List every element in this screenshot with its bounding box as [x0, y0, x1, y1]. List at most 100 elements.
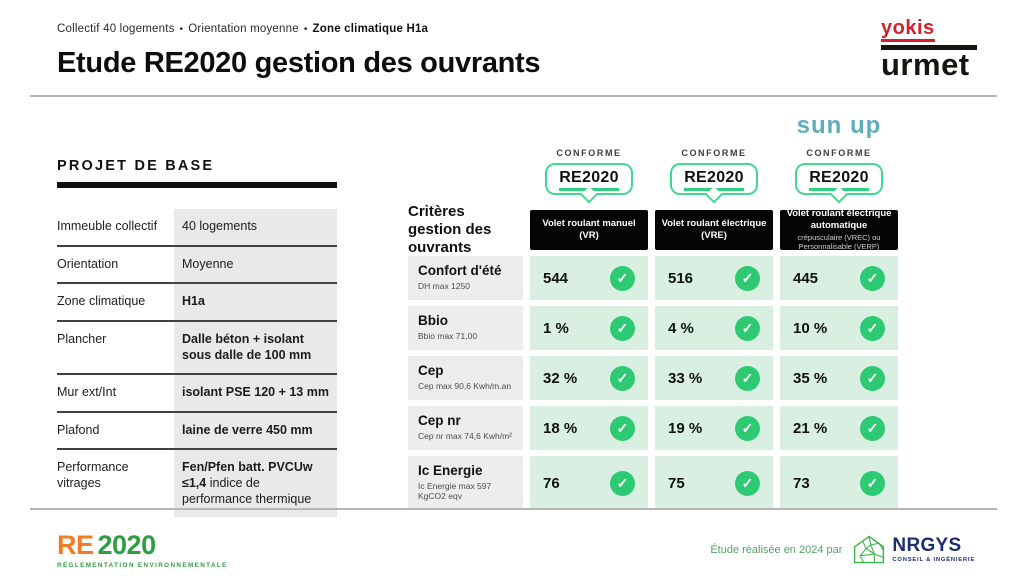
value: 19 % — [668, 419, 703, 437]
table-row: Performance vitrages Fen/Pfen batt. PVCU… — [57, 450, 337, 518]
value: 1 % — [543, 319, 569, 337]
sunup-logo: sun up — [796, 112, 882, 139]
value: 445 — [793, 269, 819, 287]
value: 4 % — [668, 319, 694, 337]
urmet-logo-text: urmet — [881, 47, 970, 82]
table-row: Plafond laine de verre 450 mm — [57, 412, 337, 451]
yokis-logo-text: yokis — [881, 18, 935, 42]
breadcrumb-seg3: Zone climatique H1a — [312, 23, 429, 35]
criteria-sublabel: DH max 1250 — [418, 281, 470, 292]
criteria-label: Cep — [418, 363, 444, 379]
check-icon: ✓ — [860, 470, 885, 496]
criteria-sublabel: Ic Energie max 597 KgCO2 eqv — [418, 481, 492, 502]
criteria-label-cell: Bbio Bbio max 71,00 — [408, 306, 523, 350]
column-title: Volet roulant manuel (VR) — [542, 218, 636, 241]
row-value: Moyenne — [174, 246, 337, 283]
row-value: Fen/Pfen batt. PVCUw ≤1,4 indice de perf… — [174, 450, 337, 518]
criteria-label: Confort d'été — [418, 263, 502, 279]
check-icon: ✓ — [610, 365, 635, 391]
value-cell: 73 ✓ — [780, 456, 898, 510]
column-title: Volet roulant électrique automatique — [786, 208, 892, 232]
value-cell: 10 % ✓ — [780, 306, 898, 350]
header-divider — [30, 95, 997, 97]
project-table: Immeuble collectif 40 logements Orientat… — [57, 209, 337, 518]
check-icon: ✓ — [610, 315, 635, 341]
value-cell: 18 % ✓ — [530, 406, 648, 450]
check-icon: ✓ — [735, 315, 760, 341]
row-value-bold: Fen/Pfen batt. PVCUw ≤1,4 — [182, 460, 313, 490]
value-cell: 19 % ✓ — [655, 406, 773, 450]
column-title: Volet roulant électrique (VRE) — [661, 218, 767, 241]
table-row: Plancher Dalle béton + isolant sous dall… — [57, 321, 337, 376]
value-cell: 32 % ✓ — [530, 356, 648, 400]
check-icon: ✓ — [610, 415, 635, 441]
value-cell: 35 % ✓ — [780, 356, 898, 400]
re2020-logo: RE 2020 RÉGLEMENTATION ENVIRONNEMENTALE — [57, 530, 228, 570]
footer-credit-block: Étude réalisée en 2024 par NRGYS CONSEIL… — [710, 534, 975, 565]
row-value: isolant PSE 120 + 13 mm — [174, 375, 337, 411]
re2020-logo-re: RE — [57, 530, 94, 560]
nrgys-logo: NRGYS CONSEIL & INGÉNIERIE — [851, 534, 975, 565]
check-icon: ✓ — [735, 365, 760, 391]
re2020-logo-year: 2020 — [97, 530, 157, 560]
credit-text: Étude réalisée en 2024 par — [710, 543, 843, 556]
conforme-label: CONFORME — [806, 148, 872, 158]
criteria-label: Bbio — [418, 313, 448, 329]
breadcrumb-seg1: Collectif 40 logements — [57, 23, 175, 35]
row-label: Plafond — [57, 422, 100, 437]
value-cell: 544 ✓ — [530, 256, 648, 300]
value-cell: 33 % ✓ — [655, 356, 773, 400]
re2020-badge: RE2020 — [545, 163, 633, 204]
project-heading: PROJET DE BASE — [57, 158, 215, 174]
project-panel: PROJET DE BASE Immeuble collectif 40 log… — [57, 158, 337, 518]
re2020-conform-badge: CONFORME RE2020 — [780, 148, 898, 204]
table-row: Zone climatique H1a — [57, 284, 337, 322]
value-cell: 76 ✓ — [530, 456, 648, 510]
criteria-label-cell: Cep Cep max 90,6 Kwh/m.an — [408, 356, 523, 400]
row-value: laine de verre 450 mm — [174, 412, 337, 449]
value: 73 — [793, 474, 810, 492]
comparison-table: Critères gestion des ouvrants Volet roul… — [408, 203, 898, 510]
project-heading-underline — [57, 182, 337, 188]
row-value: 40 logements — [174, 209, 337, 245]
re2020-conform-badge: CONFORME RE2020 — [655, 148, 773, 204]
row-value: Dalle béton + isolant sous dalle de 100 … — [174, 321, 337, 374]
row-label: Performance vitrages — [57, 460, 129, 490]
value: 18 % — [543, 419, 578, 437]
value: 10 % — [793, 319, 828, 337]
nrgys-logo-subtitle: CONSEIL & INGÉNIERIE — [892, 557, 975, 563]
re2020-badge: RE2020 — [670, 163, 758, 204]
re2020-logo-subtitle: RÉGLEMENTATION ENVIRONNEMENTALE — [57, 562, 228, 569]
check-icon: ✓ — [610, 265, 635, 291]
criteria-label-cell: Cep nr Cep nr max 74,6 Kwh/m² — [408, 406, 523, 450]
house-icon — [854, 535, 885, 564]
row-label: Zone climatique — [57, 294, 146, 309]
table-row: Mur ext/Int isolant PSE 120 + 13 mm — [57, 375, 337, 413]
criteria-label: Cep nr — [418, 413, 461, 429]
column-subtitle: crépusculaire (VREC) ou Personnalisable … — [797, 233, 881, 252]
value: 21 % — [793, 419, 828, 437]
value: 516 — [668, 269, 694, 287]
row-label: Orientation — [57, 256, 119, 271]
re2020-conform-badge: CONFORME RE2020 — [530, 148, 648, 204]
value: 76 — [543, 474, 560, 492]
check-icon: ✓ — [860, 315, 885, 341]
row-label: Immeuble collectif — [57, 219, 158, 233]
criteria-sublabel: Cep nr max 74,6 Kwh/m² — [418, 431, 513, 442]
value-cell: 1 % ✓ — [530, 306, 648, 350]
re2020-badge-text: RE2020 — [684, 169, 744, 191]
value-cell: 445 ✓ — [780, 256, 898, 300]
urmet-logo-bar — [881, 45, 977, 50]
row-value: H1a — [174, 284, 337, 320]
re2020-badge-text: RE2020 — [559, 169, 619, 191]
criteria-sublabel: Bbio max 71,00 — [418, 331, 478, 342]
criteria-label-cell: Confort d'été DH max 1250 — [408, 256, 523, 300]
value: 35 % — [793, 369, 828, 387]
table-row: Orientation Moyenne — [57, 246, 337, 285]
check-icon: ✓ — [860, 415, 885, 441]
column-header-vrec: Volet roulant électrique automatique cré… — [780, 208, 898, 252]
page-title: Etude RE2020 gestion des ouvrants — [57, 47, 541, 79]
nrgys-logo-text: NRGYS — [892, 535, 962, 556]
criteria-heading: Critères gestion des ouvrants — [408, 203, 492, 256]
